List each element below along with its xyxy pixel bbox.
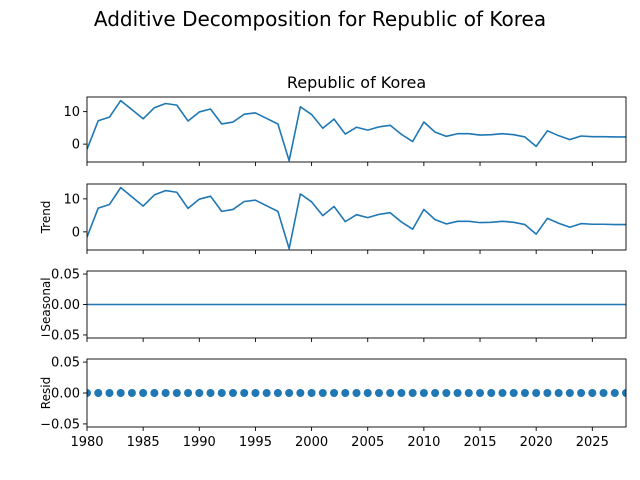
xtick-label-1980: 1980 <box>70 435 103 450</box>
xtick-label-2000: 2000 <box>295 435 328 450</box>
xtick-label-2010: 2010 <box>407 435 440 450</box>
resid-marker-2002 <box>330 389 339 397</box>
resid-marker-2015 <box>476 389 485 397</box>
resid-marker-2012 <box>442 389 451 397</box>
resid-marker-2013 <box>453 389 462 397</box>
resid-marker-2024 <box>577 389 586 397</box>
resid-marker-1998 <box>285 389 294 397</box>
panel-trend: 0 10 Trend <box>39 183 627 254</box>
observed-ytick-label: 10 <box>63 105 80 120</box>
xtick-label-1990: 1990 <box>183 435 216 450</box>
observed-ytick-label: 0 <box>72 138 80 153</box>
resid-marker-1993 <box>228 389 237 397</box>
resid-marker-2021 <box>543 389 552 397</box>
xtick-label-2025: 2025 <box>576 435 609 450</box>
trend-axes-frame <box>86 183 627 251</box>
resid-marker-2001 <box>318 389 327 397</box>
resid-marker-2007 <box>386 389 395 397</box>
trend-ytick-label: 0 <box>72 225 80 240</box>
resid-marker-1987 <box>161 389 170 397</box>
resid-marker-2017 <box>498 389 507 397</box>
resid-marker-1991 <box>206 389 215 397</box>
resid-marker-2000 <box>307 389 316 397</box>
resid-marker-1994 <box>240 389 249 397</box>
resid-marker-1984 <box>127 389 136 397</box>
resid-marker-2018 <box>509 389 518 397</box>
observed-axes-frame <box>86 96 627 163</box>
resid-marker-1996 <box>262 389 271 397</box>
xtick-label-2015: 2015 <box>463 435 496 450</box>
resid-marker-2027 <box>610 389 619 397</box>
observed-series <box>87 99 626 162</box>
observed-line <box>87 99 626 162</box>
resid-marker-1986 <box>150 389 159 397</box>
xtick-label-2020: 2020 <box>520 435 553 450</box>
resid-marker-2008 <box>397 389 406 397</box>
resid-marker-2026 <box>599 389 608 397</box>
figure-suptitle: Additive Decomposition for Republic of K… <box>94 7 546 31</box>
resid-marker-2020 <box>532 389 541 397</box>
seasonal-ytick-label: 0.05 <box>51 268 80 283</box>
observed-title: Republic of Korea <box>287 73 426 92</box>
resid-marker-1989 <box>184 389 193 397</box>
resid-marker-2025 <box>588 389 597 397</box>
panels-group: 0 10 Republic of Korea 0 10 Trend −0.05 0.00 0.0… <box>39 73 627 450</box>
resid-marker-2004 <box>352 389 361 397</box>
resid-marker-2005 <box>363 389 372 397</box>
resid-marker-2028 <box>622 389 626 397</box>
resid-marker-1990 <box>195 389 204 397</box>
trend-line <box>87 186 626 250</box>
resid-ytick-label: 0.05 <box>51 356 80 371</box>
seasonal-ylabel: Seasonal <box>39 277 53 331</box>
resid-marker-2006 <box>374 389 383 397</box>
resid-marker-1999 <box>296 389 305 397</box>
trend-series <box>87 186 626 250</box>
resid-marker-2009 <box>408 389 417 397</box>
resid-marker-2019 <box>520 389 529 397</box>
resid-marker-2016 <box>487 389 496 397</box>
resid-marker-1992 <box>217 389 226 397</box>
resid-marker-2022 <box>554 389 563 397</box>
resid-marker-1980 <box>87 389 91 397</box>
xtick-label-1985: 1985 <box>127 435 160 450</box>
trend-ytick-label: 10 <box>63 192 80 207</box>
resid-marker-2003 <box>341 389 350 397</box>
resid-ylabel: Resid <box>39 377 53 409</box>
resid-marker-2023 <box>565 389 574 397</box>
resid-marker-1988 <box>172 389 181 397</box>
seasonal-ytick-label: −0.05 <box>40 328 80 343</box>
resid-marker-1983 <box>116 389 125 397</box>
resid-marker-1995 <box>251 389 260 397</box>
resid-series <box>87 389 626 397</box>
resid-marker-1985 <box>139 389 148 397</box>
resid-marker-1981 <box>94 389 103 397</box>
xtick-label-2005: 2005 <box>351 435 384 450</box>
resid-marker-2011 <box>431 389 440 397</box>
resid-marker-1997 <box>273 389 282 397</box>
resid-ytick-label: 0.00 <box>51 387 80 402</box>
panel-observed: 0 10 Republic of Korea <box>63 73 627 166</box>
resid-marker-2014 <box>464 389 473 397</box>
resid-marker-2010 <box>419 389 428 397</box>
xtick-label-1995: 1995 <box>239 435 272 450</box>
seasonal-ytick-label: 0.00 <box>51 298 80 313</box>
resid-marker-1982 <box>105 389 114 397</box>
resid-ytick-label: −0.05 <box>40 417 80 432</box>
trend-ylabel: Trend <box>39 201 53 235</box>
panel-resid: −0.05 0.00 0.05 1980 1985 1990 1995 2000 2005 201… <box>39 356 627 450</box>
